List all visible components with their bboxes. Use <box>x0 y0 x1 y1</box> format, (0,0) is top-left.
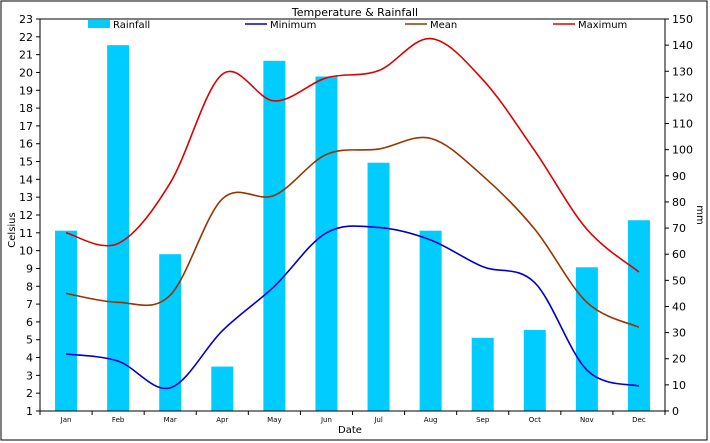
y2-tick-label: 80 <box>672 196 686 209</box>
y2-tick-label: 130 <box>672 65 693 78</box>
x-tick-label: Apr <box>216 416 228 424</box>
x-tick-label: Dec <box>632 416 646 424</box>
y-tick-label: 7 <box>26 298 33 311</box>
legend-swatch-rainfall <box>88 20 110 28</box>
series-line-mean <box>65 136 640 328</box>
x-tick-label: Mar <box>164 416 177 424</box>
x-tick-label: Aug <box>424 416 438 424</box>
legend-label-mean: Mean <box>430 20 457 31</box>
y2-tick-label: 20 <box>672 353 686 366</box>
y-tick-label: 15 <box>19 156 33 169</box>
bar-jul <box>367 162 390 411</box>
series-line-maximum <box>65 37 640 273</box>
y2-tick-label: 140 <box>672 39 693 52</box>
x-tick-label: May <box>267 416 281 424</box>
y2-tick-label: 120 <box>672 91 693 104</box>
y-tick-label: 21 <box>19 49 33 62</box>
x-tick-label: Sep <box>476 416 490 424</box>
x-tick-label: Feb <box>112 416 125 424</box>
y2-tick-label: 90 <box>672 170 686 183</box>
y-tick-label: 5 <box>26 334 33 347</box>
y-tick-label: 20 <box>19 66 33 79</box>
bar-mar <box>159 254 182 411</box>
legend-label-minimum: Minimum <box>270 20 316 31</box>
y-tick-label: 16 <box>19 138 33 151</box>
legend-label-rainfall: Rainfall <box>113 20 150 31</box>
y2-tick-label: 10 <box>672 379 686 392</box>
series-line-minimum <box>65 225 640 390</box>
x-tick-label: Jan <box>60 416 72 424</box>
x-tick-label: Jun <box>320 416 332 424</box>
y-tick-label: 13 <box>19 191 33 204</box>
bar-aug <box>419 230 442 411</box>
y-tick-label: 22 <box>19 31 33 44</box>
chart-title: Temperature & Rainfall <box>291 6 418 19</box>
bar-sep <box>471 337 494 411</box>
legend-label-maximum: Maximum <box>578 20 627 31</box>
x-tick-label: Nov <box>580 416 594 424</box>
y-tick-label: 8 <box>26 280 33 293</box>
bar-jun <box>315 76 338 411</box>
y-tick-label: 14 <box>19 173 33 186</box>
bar-apr <box>211 366 234 411</box>
y2-tick-label: 50 <box>672 274 686 287</box>
y-tick-label: 9 <box>26 262 33 275</box>
y2-tick-label: 0 <box>672 405 679 418</box>
y-tick-label: 17 <box>19 120 33 133</box>
bar-jan <box>55 230 78 411</box>
y2-tick-label: 70 <box>672 222 686 235</box>
y2-tick-label: 60 <box>672 248 686 261</box>
y-tick-label: 18 <box>19 102 33 115</box>
y-tick-label: 10 <box>19 245 33 258</box>
x-tick-label: Jul <box>373 416 383 424</box>
y2-tick-label: 100 <box>672 144 693 157</box>
y-axis-label: Celsius <box>7 212 18 247</box>
bar-dec <box>627 220 650 411</box>
legend: Rainfall Minimum Mean Maximum <box>88 20 627 31</box>
x-tick-label: Oct <box>529 416 541 424</box>
y-tick-label: 4 <box>26 352 33 365</box>
y-tick-label: 23 <box>19 13 33 26</box>
x-axis-label: Date <box>338 425 362 436</box>
y-tick-label: 1 <box>26 405 33 418</box>
bar-oct <box>523 329 546 411</box>
y2-tick-label: 150 <box>672 13 693 26</box>
y2-tick-label: 110 <box>672 118 693 131</box>
bar-may <box>263 60 286 412</box>
y-tick-label: 11 <box>19 227 33 240</box>
y2-axis-label: mm <box>694 205 705 224</box>
y-tick-label: 6 <box>26 316 33 329</box>
y-tick-label: 19 <box>19 84 33 97</box>
y2-tick-label: 40 <box>672 300 686 313</box>
bar-nov <box>575 267 598 411</box>
y2-tick-label: 30 <box>672 327 686 340</box>
y-tick-label: 12 <box>19 209 33 222</box>
bar-feb <box>107 45 130 412</box>
y-tick-label: 3 <box>26 369 33 382</box>
y-tick-label: 2 <box>26 387 33 400</box>
